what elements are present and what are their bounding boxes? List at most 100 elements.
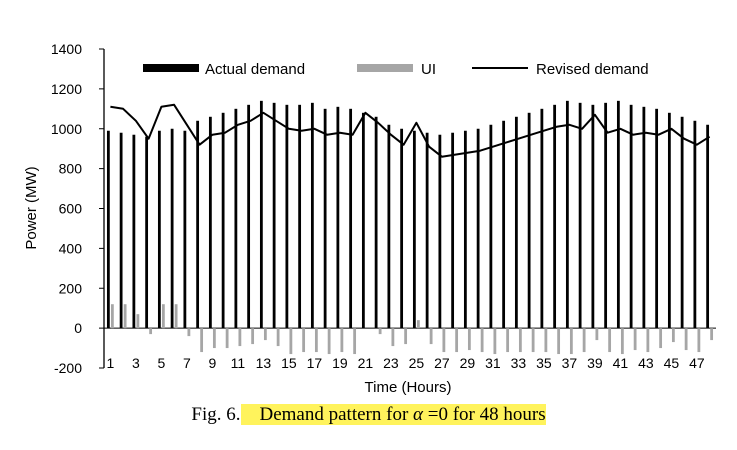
ui-bar — [620, 328, 624, 355]
actual-demand-bar — [119, 132, 123, 329]
actual-demand-bar — [336, 106, 340, 329]
ui-bar — [697, 328, 701, 353]
x-tick-label: 31 — [485, 355, 501, 371]
actual-demand-bar — [259, 100, 263, 329]
ui-bar — [289, 328, 293, 355]
actual-demand-bar — [196, 120, 200, 329]
actual-demand-bar — [374, 116, 378, 329]
x-tick-label: 41 — [613, 355, 629, 371]
ui-bar — [659, 328, 663, 349]
actual-demand-bar — [323, 108, 327, 329]
actual-demand-bar — [438, 134, 442, 329]
y-tick-label: 0 — [74, 320, 82, 336]
actual-demand-bar — [616, 100, 620, 329]
actual-demand-bar — [400, 128, 404, 329]
actual-demand-bar — [553, 104, 557, 329]
ui-bar — [710, 328, 714, 341]
ui-bar — [671, 328, 675, 343]
actual-demand-bar — [145, 136, 149, 329]
actual-demand-bar — [247, 104, 251, 329]
actual-demand-bar — [106, 130, 110, 329]
y-tick-label: 1400 — [51, 41, 82, 57]
actual-demand-bar — [629, 104, 633, 329]
ui-bar — [493, 328, 497, 355]
legend-swatch-ui — [357, 64, 413, 72]
alpha-symbol: α — [413, 404, 424, 425]
ui-bar — [174, 304, 178, 329]
actual-demand-bar — [349, 108, 353, 329]
actual-demand-bar — [502, 120, 506, 329]
ui-bar — [557, 328, 561, 355]
actual-demand-bar — [208, 116, 212, 329]
actual-demand-bar — [706, 124, 710, 329]
ui-bar — [684, 328, 688, 351]
actual-demand-bar — [578, 102, 582, 329]
caption-highlight: Demand pattern for α =0 for 48 hours — [240, 404, 546, 425]
y-tick-label: 200 — [59, 280, 83, 296]
x-axis-title: Time (Hours) — [365, 379, 452, 396]
x-tick-label: 9 — [208, 355, 216, 371]
actual-demand-bar — [310, 102, 314, 329]
x-tick-label: 37 — [562, 355, 578, 371]
x-tick-label: 25 — [409, 355, 425, 371]
actual-demand-bar — [157, 130, 161, 329]
x-tick-label: 21 — [358, 355, 374, 371]
actual-demand-bar — [285, 104, 289, 329]
x-tick-label: 11 — [231, 355, 246, 371]
actual-demand-bar — [642, 106, 646, 329]
x-tick-label: 23 — [383, 355, 399, 371]
actual-demand-bar — [361, 112, 365, 329]
actual-demand-bar — [591, 104, 595, 329]
x-tick-label: 3 — [132, 355, 140, 371]
x-tick-label: 43 — [638, 355, 654, 371]
actual-demand-bar — [667, 112, 671, 329]
legend-label-ui: UI — [421, 61, 436, 78]
y-tick-label: 1000 — [51, 121, 82, 137]
ui-bar — [506, 328, 510, 353]
ui-bar — [238, 328, 242, 347]
ui-bar — [263, 328, 267, 341]
ui-bar — [633, 328, 637, 351]
ui-bar — [378, 328, 382, 335]
actual-demand-bar — [170, 128, 174, 329]
ui-bar — [404, 328, 408, 345]
ui-bar — [518, 328, 522, 353]
y-tick-label: 600 — [59, 201, 83, 217]
ui-bar — [544, 328, 548, 353]
actual-demand-bar — [272, 102, 276, 329]
actual-demand-bar — [412, 130, 416, 329]
ui-bar — [455, 328, 459, 353]
x-tick-label: 29 — [460, 355, 476, 371]
ui-bar — [416, 320, 420, 329]
ui-bar — [646, 328, 650, 353]
ui-bar — [161, 304, 165, 329]
x-tick-label: 1 — [106, 355, 114, 371]
actual-demand-bar — [604, 102, 608, 329]
legend-label-revised: Revised demand — [536, 61, 649, 78]
ui-bar — [187, 328, 191, 337]
actual-demand-bar — [387, 124, 391, 329]
y-tick-label: 1200 — [51, 81, 82, 97]
x-tick-label: 15 — [281, 355, 297, 371]
ui-bar — [225, 328, 229, 349]
y-axis-title: Power (MW) — [23, 166, 40, 249]
actual-demand-bar — [540, 108, 544, 329]
ui-bar — [327, 328, 331, 355]
x-tick-label: 19 — [332, 355, 348, 371]
revised-demand-line — [110, 103, 711, 158]
ui-bar — [442, 328, 446, 353]
x-tick-label: 7 — [183, 355, 191, 371]
x-tick-label: 27 — [434, 355, 450, 371]
ui-bar — [314, 328, 318, 353]
ui-bar — [353, 328, 357, 355]
ui-bar — [569, 328, 573, 355]
ui-bar — [110, 304, 114, 329]
x-tick-label: 39 — [587, 355, 603, 371]
caption-prefix: Fig. 6. — [191, 404, 241, 425]
ui-bar — [123, 304, 127, 329]
legend-swatch-actual — [143, 64, 199, 72]
y-tick-label: 400 — [59, 240, 83, 256]
x-tick-label: 5 — [157, 355, 165, 371]
actual-demand-bar — [489, 124, 493, 329]
x-tick-label: 45 — [664, 355, 680, 371]
